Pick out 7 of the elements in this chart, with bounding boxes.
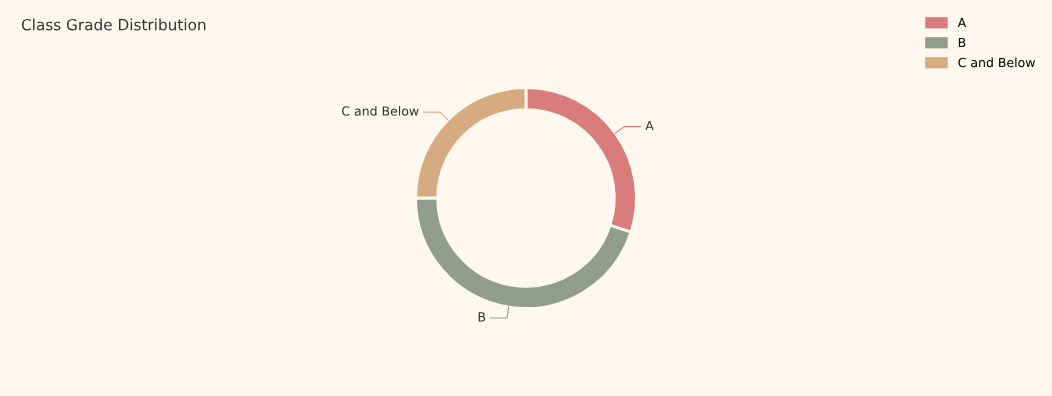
slice-label: C and Below [342, 106, 419, 116]
legend-label: B [958, 37, 966, 48]
slice-label: A [645, 120, 654, 131]
legend-label: A [957, 17, 967, 28]
slice-label: B [478, 312, 486, 322]
text: Class Grade Distribution [21, 18, 206, 31]
legend-label: C and Below [958, 57, 1035, 68]
